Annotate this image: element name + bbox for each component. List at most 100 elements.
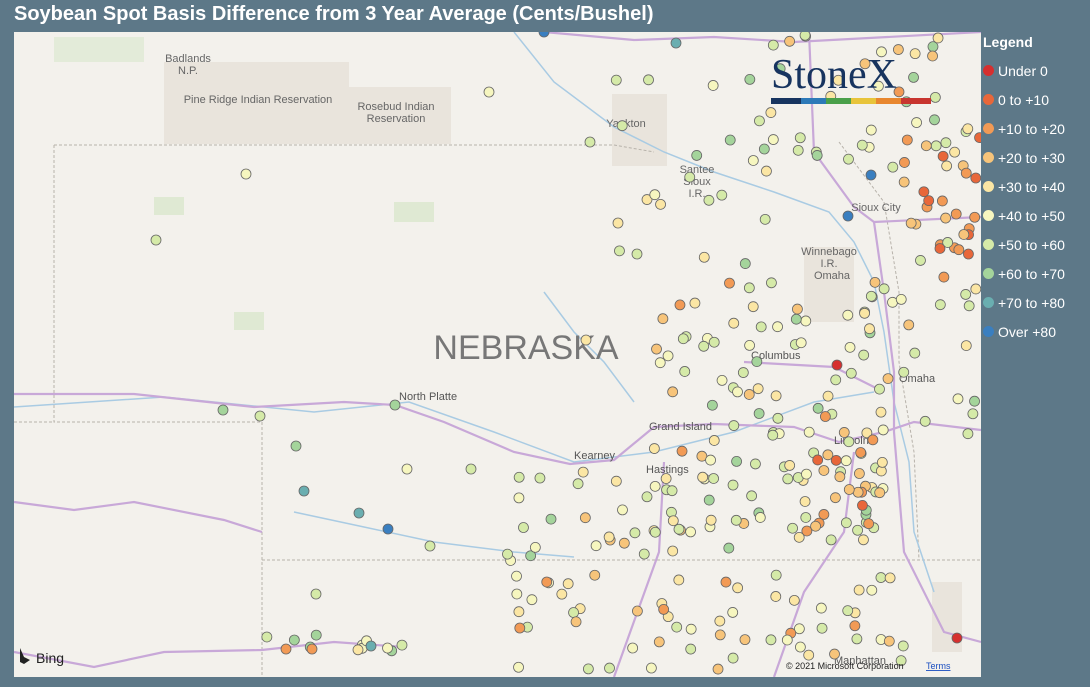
- location-dot[interactable]: [794, 641, 806, 653]
- location-dot[interactable]: [903, 319, 915, 331]
- location-dot[interactable]: [822, 449, 834, 461]
- location-dot[interactable]: [790, 313, 802, 325]
- location-dot[interactable]: [737, 367, 749, 378]
- location-dot[interactable]: [936, 195, 948, 207]
- location-dot[interactable]: [424, 540, 436, 552]
- location-dot[interactable]: [794, 132, 806, 144]
- location-dot[interactable]: [750, 458, 761, 470]
- location-dot[interactable]: [739, 258, 751, 269]
- location-dot[interactable]: [865, 169, 877, 181]
- location-dot[interactable]: [298, 485, 310, 497]
- location-dot[interactable]: [899, 157, 910, 168]
- location-dot[interactable]: [898, 366, 910, 378]
- location-dot[interactable]: [942, 237, 954, 248]
- location-dot[interactable]: [767, 134, 779, 145]
- location-dot[interactable]: [483, 86, 495, 98]
- location-dot[interactable]: [958, 229, 970, 240]
- location-dot[interactable]: [800, 315, 812, 327]
- location-dot[interactable]: [580, 334, 592, 346]
- location-dot[interactable]: [812, 454, 824, 466]
- location-dot[interactable]: [666, 485, 678, 497]
- location-dot[interactable]: [874, 383, 885, 395]
- location-dot[interactable]: [765, 634, 777, 646]
- location-dot[interactable]: [856, 139, 868, 151]
- location-dot[interactable]: [869, 276, 881, 288]
- location-dot[interactable]: [873, 80, 884, 92]
- location-dot[interactable]: [831, 359, 843, 371]
- location-dot[interactable]: [727, 607, 739, 618]
- location-dot[interactable]: [562, 578, 574, 590]
- location-dot[interactable]: [708, 473, 719, 484]
- location-dot[interactable]: [658, 603, 670, 615]
- location-dot[interactable]: [875, 406, 887, 418]
- location-dot[interactable]: [577, 466, 589, 478]
- location-dot[interactable]: [396, 639, 408, 651]
- location-dot[interactable]: [970, 172, 981, 184]
- legend-item[interactable]: +10 to +20: [983, 114, 1065, 143]
- location-dot[interactable]: [810, 520, 821, 532]
- location-dot[interactable]: [829, 648, 840, 660]
- location-dot[interactable]: [654, 357, 666, 369]
- location-dot[interactable]: [951, 632, 963, 644]
- location-dot[interactable]: [815, 602, 827, 614]
- location-dot[interactable]: [849, 620, 861, 632]
- location-dot[interactable]: [708, 336, 720, 348]
- location-dot[interactable]: [590, 540, 602, 552]
- location-dot[interactable]: [556, 588, 568, 600]
- location-dot[interactable]: [770, 390, 782, 402]
- location-dot[interactable]: [920, 140, 932, 152]
- location-dot[interactable]: [685, 526, 696, 538]
- location-dot[interactable]: [842, 605, 854, 617]
- location-dot[interactable]: [739, 634, 751, 646]
- legend-item[interactable]: +50 to +60: [983, 230, 1065, 259]
- location-dot[interactable]: [818, 509, 830, 520]
- location-dot[interactable]: [830, 492, 841, 504]
- location-dot[interactable]: [801, 468, 812, 480]
- location-dot[interactable]: [767, 39, 779, 51]
- location-dot[interactable]: [662, 350, 674, 362]
- location-dot[interactable]: [908, 72, 919, 83]
- location-dot[interactable]: [649, 189, 661, 201]
- location-dot[interactable]: [949, 146, 961, 158]
- location-dot[interactable]: [676, 445, 688, 457]
- location-dot[interactable]: [883, 635, 895, 647]
- location-dot[interactable]: [689, 297, 701, 309]
- location-dot[interactable]: [863, 518, 875, 530]
- location-dot[interactable]: [932, 32, 944, 44]
- location-dot[interactable]: [952, 393, 964, 405]
- location-dot[interactable]: [855, 447, 867, 458]
- location-dot[interactable]: [962, 428, 974, 440]
- location-dot[interactable]: [830, 454, 842, 466]
- location-dot[interactable]: [723, 542, 735, 554]
- location-dot[interactable]: [667, 545, 679, 557]
- location-dot[interactable]: [641, 491, 653, 503]
- location-dot[interactable]: [743, 282, 755, 294]
- location-dot[interactable]: [801, 525, 813, 537]
- location-dot[interactable]: [960, 167, 972, 179]
- location-dot[interactable]: [513, 606, 525, 618]
- location-dot[interactable]: [892, 44, 904, 55]
- location-dot[interactable]: [787, 522, 798, 534]
- location-dot[interactable]: [909, 347, 921, 359]
- location-dot[interactable]: [389, 399, 401, 411]
- location-dot[interactable]: [667, 386, 679, 398]
- location-dot[interactable]: [853, 468, 865, 479]
- location-dot[interactable]: [753, 408, 765, 419]
- location-dot[interactable]: [645, 662, 657, 674]
- location-dot[interactable]: [401, 463, 413, 475]
- location-dot[interactable]: [655, 198, 666, 210]
- location-dot[interactable]: [382, 523, 394, 535]
- location-dot[interactable]: [604, 662, 615, 674]
- location-dot[interactable]: [876, 46, 887, 58]
- location-dot[interactable]: [893, 86, 905, 98]
- location-dot[interactable]: [703, 494, 715, 506]
- location-dot[interactable]: [589, 569, 601, 581]
- location-dot[interactable]: [529, 542, 541, 553]
- location-dot[interactable]: [534, 472, 546, 484]
- location-dot[interactable]: [732, 582, 744, 594]
- location-dot[interactable]: [310, 588, 322, 600]
- location-dot[interactable]: [898, 176, 910, 188]
- location-dot[interactable]: [950, 208, 962, 220]
- location-dot[interactable]: [526, 594, 538, 606]
- location-dot[interactable]: [765, 107, 777, 118]
